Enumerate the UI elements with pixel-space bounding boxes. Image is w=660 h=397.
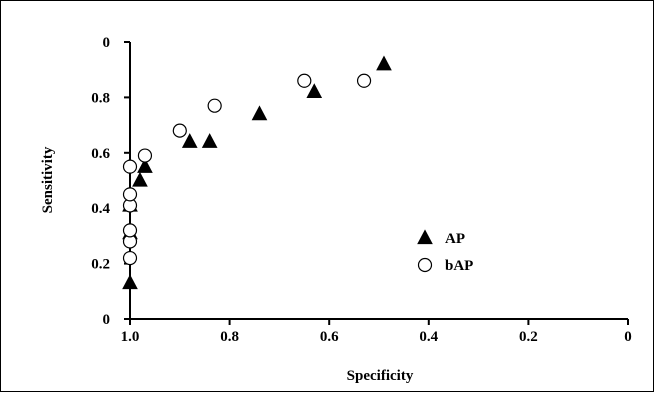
figure-frame xyxy=(0,0,654,392)
x-tick-label: 0.2 xyxy=(519,329,538,345)
point-bap xyxy=(356,73,372,88)
x-tick-label: 0.6 xyxy=(320,329,339,345)
legend-marker-ap xyxy=(417,229,433,245)
point-bap xyxy=(297,73,312,88)
y-tick-label: 0.6 xyxy=(91,146,110,162)
series-ap xyxy=(122,55,392,290)
legend: AP bAP xyxy=(417,229,473,274)
point-ap xyxy=(201,133,218,148)
x-tick-label: 1.0 xyxy=(121,329,140,345)
x-axis-title: Specificity xyxy=(347,368,414,384)
legend-label-ap: AP xyxy=(445,231,465,247)
point-ap xyxy=(251,105,268,121)
point-bap xyxy=(122,250,138,266)
point-bap xyxy=(207,98,222,113)
x-tick-label: 0.8 xyxy=(220,329,239,345)
y-axis-title: Sensitivity xyxy=(40,146,56,213)
y-tick-label: 0.2 xyxy=(91,257,110,273)
point-ap xyxy=(376,55,392,71)
point-ap xyxy=(137,158,153,173)
point-bap xyxy=(122,159,138,174)
y-tick-label: 0 xyxy=(103,312,111,328)
point-ap xyxy=(122,274,138,290)
y-tick-label: 0.8 xyxy=(91,90,110,106)
axes xyxy=(129,42,628,320)
point-bap xyxy=(122,187,138,202)
point-bap xyxy=(137,148,153,163)
point-ap xyxy=(132,171,148,187)
y-tick-label: 0.4 xyxy=(91,201,110,217)
point-ap xyxy=(306,83,323,99)
legend-marker-bap xyxy=(417,257,433,273)
x-tick-label: 0 xyxy=(624,329,632,345)
point-bap xyxy=(122,223,138,238)
legend-label-bap: bAP xyxy=(445,258,473,274)
x-tick-label: 0.4 xyxy=(419,329,438,345)
data-marks xyxy=(122,55,392,290)
y-tick-label: 0 xyxy=(103,35,111,51)
point-ap xyxy=(181,133,198,148)
series-bap xyxy=(122,73,372,266)
point-bap xyxy=(172,123,187,138)
